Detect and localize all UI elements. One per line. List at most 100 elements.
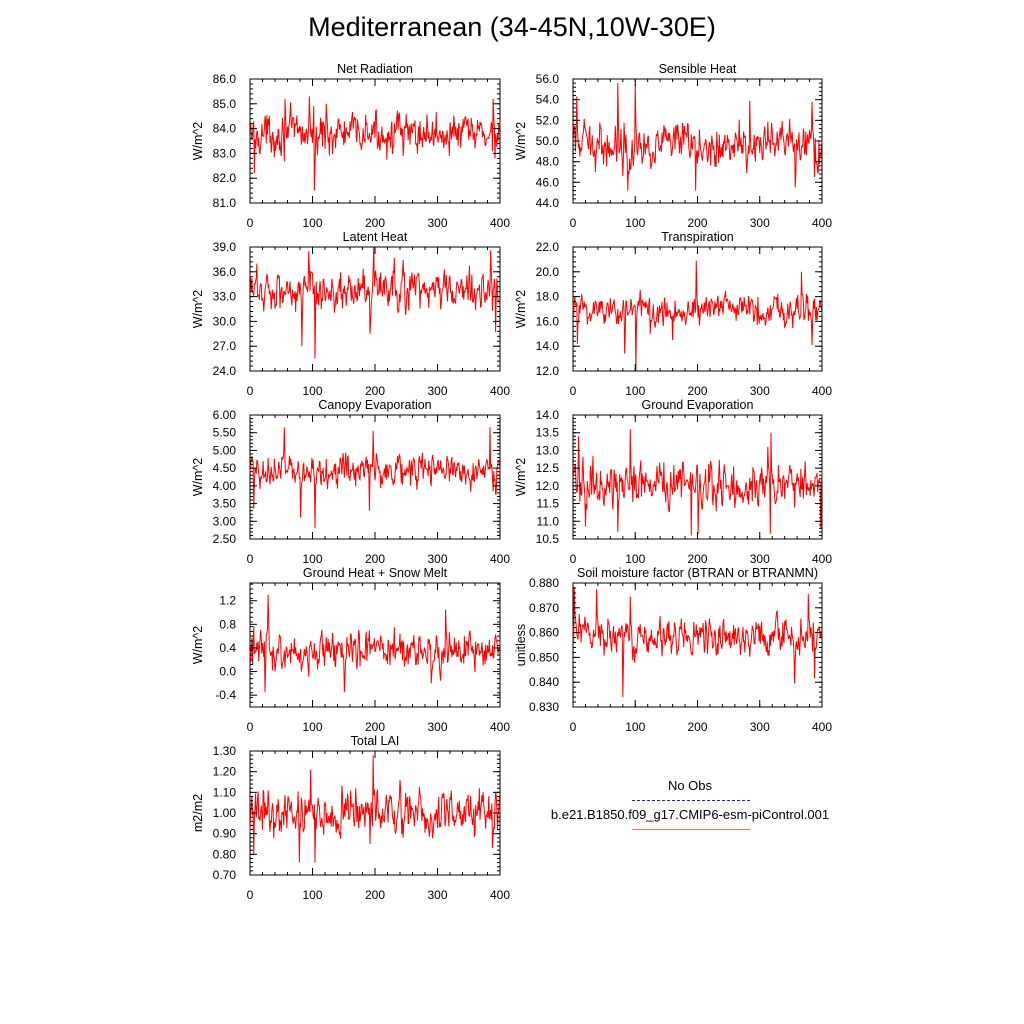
series-line [572, 586, 823, 698]
y-tick-label: 1.2 [219, 594, 236, 608]
y-tick-label: 18.0 [536, 290, 560, 304]
x-tick-label: 400 [490, 552, 510, 566]
y-tick-label: 0.90 [213, 827, 237, 841]
x-tick-label: 200 [365, 216, 385, 230]
panel-title: Ground Heat + Snow Melt [303, 566, 448, 580]
x-tick-label: 400 [812, 720, 832, 734]
y-axis-label: W/m^2 [191, 626, 205, 665]
y-tick-label: 16.0 [536, 314, 560, 328]
y-tick-label: 86.0 [213, 72, 237, 86]
y-tick-label: 52.0 [536, 113, 560, 127]
legend-obs-line [632, 800, 750, 801]
plot-frame [572, 78, 823, 204]
x-tick-label: 300 [750, 552, 770, 566]
y-tick-label: 0.860 [529, 626, 559, 640]
y-tick-label: 11.5 [537, 497, 560, 511]
x-tick-label: 100 [302, 552, 322, 566]
plot-frame [572, 582, 823, 708]
panel-ground-heat-snow-melt: -0.4 0.0 0.4 0.8 1.2 0 100 200 300 400 Ground Heat… [191, 566, 510, 734]
y-tick-label: 1.30 [213, 744, 237, 758]
y-tick-label: 36.0 [213, 265, 237, 279]
x-tick-label: 300 [427, 888, 447, 902]
y-tick-label: 14.0 [536, 339, 560, 353]
y-tick-label: 6.00 [213, 408, 237, 422]
panel-net-radiation: 81.0 82.0 83.0 84.0 85.0 86.0 0 100 200 300 400 Net… [191, 62, 510, 230]
y-tick-label: 3.50 [213, 497, 237, 511]
y-tick-label: 0.80 [213, 847, 237, 861]
y-tick-label: 81.0 [213, 196, 237, 210]
y-tick-label: 48.0 [536, 155, 560, 169]
y-tick-label: 33.0 [213, 290, 237, 304]
panel-title: Net Radiation [337, 62, 413, 76]
y-tick-label: 27.0 [213, 339, 237, 353]
y-tick-label: 0.830 [529, 700, 559, 714]
x-tick-label: 300 [427, 216, 447, 230]
y-tick-label: 4.50 [213, 461, 237, 475]
y-tick-label: 10.5 [536, 532, 560, 546]
x-tick-label: 200 [365, 720, 385, 734]
x-tick-label: 200 [687, 384, 707, 398]
y-tick-label: 0.870 [529, 601, 559, 615]
y-tick-label: 0.840 [529, 675, 559, 689]
y-axis-label: W/m^2 [514, 122, 528, 161]
y-tick-label: 2.50 [213, 532, 237, 546]
x-tick-label: 400 [812, 216, 832, 230]
y-tick-label: 13.0 [536, 443, 560, 457]
x-tick-label: 200 [687, 216, 707, 230]
series-line [249, 755, 501, 863]
y-tick-label: 50.0 [536, 134, 560, 148]
y-axis-label: W/m^2 [191, 458, 205, 497]
panel-title: Total LAI [351, 734, 400, 748]
y-tick-label: 0.8 [219, 617, 236, 631]
x-tick-label: 300 [750, 384, 770, 398]
y-tick-label: 30.0 [213, 314, 237, 328]
x-tick-label: 0 [570, 720, 577, 734]
y-tick-label: 20.0 [536, 265, 560, 279]
figure-title: Mediterranean (34-45N,10W-30E) [308, 12, 716, 42]
y-axis-label: m2/m2 [191, 794, 205, 832]
x-tick-label: 200 [687, 720, 707, 734]
y-tick-label: 0.70 [213, 868, 237, 882]
y-axis-label: W/m^2 [514, 458, 528, 497]
series-line [572, 429, 823, 536]
x-tick-label: 100 [302, 888, 322, 902]
series-line [249, 594, 501, 693]
x-tick-label: 100 [302, 384, 322, 398]
y-tick-label: 12.0 [536, 364, 560, 378]
y-tick-label: 24.0 [213, 364, 237, 378]
y-tick-label: 1.20 [213, 765, 237, 779]
y-axis-label: W/m^2 [191, 122, 205, 161]
y-tick-label: 39.0 [213, 240, 237, 254]
y-tick-label: 46.0 [536, 175, 560, 189]
x-tick-label: 400 [490, 720, 510, 734]
x-tick-label: 0 [247, 888, 254, 902]
y-axis-label: unitless [514, 624, 528, 666]
y-tick-label: 3.00 [213, 514, 237, 528]
plot-frame [249, 78, 501, 204]
y-tick-label: 14.0 [536, 408, 560, 422]
x-tick-label: 200 [687, 552, 707, 566]
y-tick-label: 44.0 [536, 196, 560, 210]
y-axis-label: W/m^2 [514, 290, 528, 329]
panel-latent-heat: 24.0 27.0 30.0 33.0 36.0 39.0 0 100 200 300 400 Lat… [191, 230, 510, 398]
panel-soil-moisture-factor-btran-or-btranmn: 0.830 0.840 0.850 0.860 0.870 0.880 0 100 200 300… [514, 566, 832, 734]
panel-title: Canopy Evaporation [318, 398, 431, 412]
legend-model-label: b.e21.B1850.f09_g17.CMIP6-esm-piControl.… [550, 807, 830, 822]
x-tick-label: 400 [490, 384, 510, 398]
y-tick-label: 82.0 [213, 171, 237, 185]
x-tick-label: 300 [750, 216, 770, 230]
panel-title: Ground Evaporation [642, 398, 754, 412]
x-tick-label: 400 [812, 552, 832, 566]
x-tick-label: 100 [302, 216, 322, 230]
y-tick-label: 13.5 [536, 426, 560, 440]
x-tick-label: 300 [750, 720, 770, 734]
x-tick-label: 200 [365, 552, 385, 566]
x-tick-label: 300 [427, 384, 447, 398]
y-tick-label: 5.50 [213, 426, 237, 440]
panel-sensible-heat: 44.0 46.0 48.0 50.0 52.0 54.0 56.0 0 100 200 300 40… [514, 62, 832, 230]
y-tick-label: 0.0 [219, 665, 236, 679]
series-line [572, 260, 823, 372]
x-tick-label: 400 [490, 888, 510, 902]
y-tick-label: 5.00 [213, 443, 237, 457]
panel-transpiration: 12.0 14.0 16.0 18.0 20.0 22.0 0 100 200 300 400 Tra… [514, 230, 832, 398]
